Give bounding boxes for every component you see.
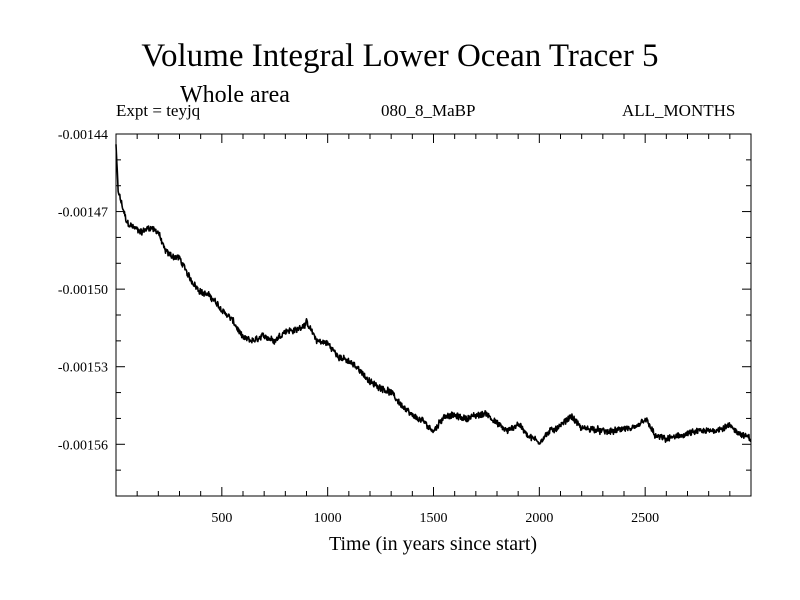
y-tick-label: -0.00153 bbox=[58, 361, 108, 376]
y-tick-label: -0.00150 bbox=[58, 283, 108, 298]
series-line-tracer5 bbox=[115, 144, 752, 445]
x-axis: 500 1000 1500 2000 2500 bbox=[136, 134, 731, 526]
chart-title: Volume Integral Lower Ocean Tracer 5 bbox=[141, 38, 659, 74]
y-tick-label: -0.00156 bbox=[58, 438, 108, 453]
y-tick-label: -0.00144 bbox=[58, 128, 108, 143]
x-tick-label: 500 bbox=[211, 511, 232, 526]
x-tick-label: 2000 bbox=[525, 511, 553, 526]
months-label: ALL_MONTHS bbox=[622, 101, 736, 120]
y-axis: -0.00144 -0.00147 -0.00150 -0.00153 -0.00156 bbox=[58, 128, 751, 497]
x-tick-label: 1000 bbox=[314, 511, 342, 526]
experiment-label: Expt = teyjq bbox=[116, 101, 201, 120]
x-tick-label: 2500 bbox=[631, 511, 659, 526]
x-tick-label: 1500 bbox=[420, 511, 448, 526]
x-axis-label: Time (in years since start) bbox=[329, 533, 537, 555]
plot-frame bbox=[115, 133, 752, 497]
period-label: 080_8_MaBP bbox=[381, 101, 476, 120]
y-tick-label: -0.00147 bbox=[58, 206, 108, 221]
chart-subtitle: Whole area bbox=[180, 82, 290, 108]
